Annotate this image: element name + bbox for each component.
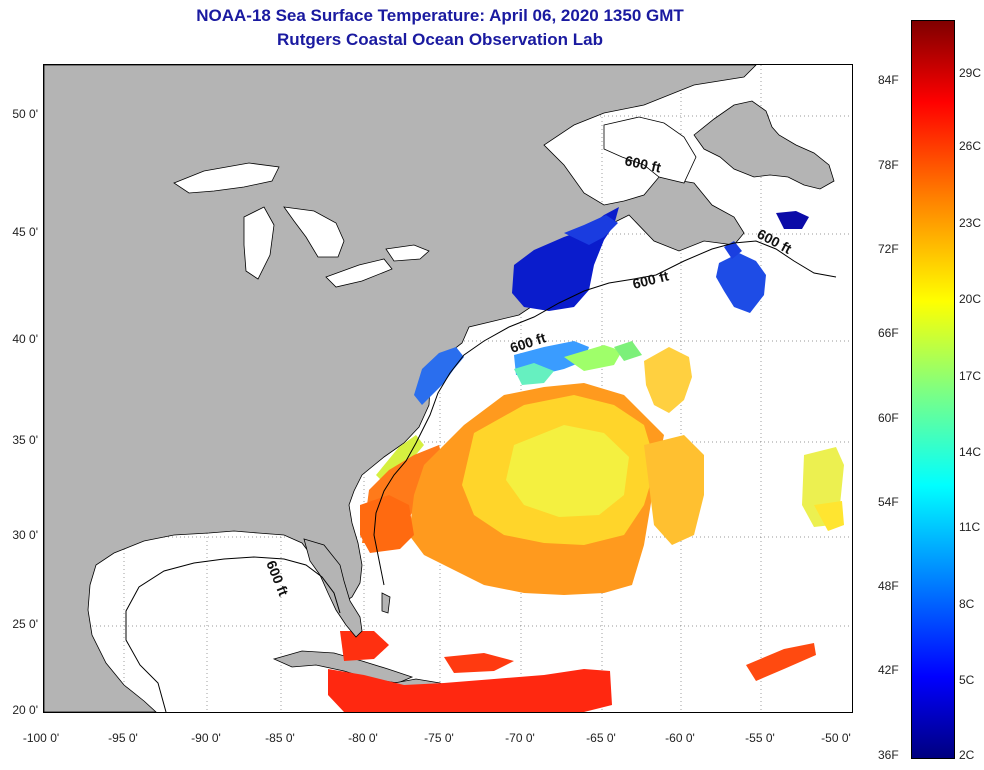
map-title: NOAA-18 Sea Surface Temperature: April 0… <box>196 6 684 25</box>
lon-label-55: -55 0' <box>745 731 775 745</box>
lat-label-35: 35 0' <box>12 433 38 447</box>
lat-label-25: 25 0' <box>12 617 38 631</box>
lat-label-20: 20 0' <box>12 703 38 717</box>
colorbar-c-14: 14C <box>959 445 982 459</box>
temperature-colorbar <box>911 20 955 759</box>
contour-label-600ft-north: 600 ft <box>623 152 662 175</box>
colorbar-f-72: 72F <box>878 242 899 256</box>
colorbar-c-5: 5C <box>959 673 975 687</box>
colorbar-c-20: 20C <box>959 292 982 306</box>
lon-label-60: -60 0' <box>665 731 695 745</box>
contour-label-600ft-grandbanks: 600 ft <box>755 226 795 257</box>
colorbar-c-17: 17C <box>959 369 982 383</box>
colorbar-f-84: 84F <box>878 73 899 87</box>
gulf-of-st-lawrence <box>603 116 697 184</box>
lon-label-85: -85 0' <box>265 731 295 745</box>
lon-label-75: -75 0' <box>424 731 454 745</box>
colorbar-f-78: 78F <box>878 158 899 172</box>
lon-label-65: -65 0' <box>586 731 616 745</box>
colorbar-c-8: 8C <box>959 597 975 611</box>
lat-label-50: 50 0' <box>12 107 38 121</box>
lon-label-50: -50 0' <box>821 731 851 745</box>
colorbar-f-42: 42F <box>878 663 899 677</box>
colorbar-f-66: 66F <box>878 326 899 340</box>
colorbar-c-11: 11C <box>959 520 981 534</box>
lon-label-100: -100 0' <box>22 731 60 745</box>
lat-label-40: 40 0' <box>12 332 38 346</box>
map-subtitle: Rutgers Coastal Ocean Observation Lab <box>277 30 603 49</box>
lon-label-80: -80 0' <box>348 731 378 745</box>
lat-label-45: 45 0' <box>12 225 38 239</box>
isobath-600ft-gulf <box>125 556 341 712</box>
colorbar-c-26: 26C <box>959 139 982 153</box>
newfoundland-land <box>693 100 835 190</box>
lat-label-30: 30 0' <box>12 528 38 542</box>
colorbar-f-36: 36F <box>878 748 899 762</box>
lon-label-95: -95 0' <box>108 731 138 745</box>
isobath-600ft <box>373 240 837 586</box>
lon-label-70: -70 0' <box>505 731 535 745</box>
colorbar-f-60: 60F <box>878 411 899 425</box>
colorbar-f-54: 54F <box>878 495 899 509</box>
sst-data <box>328 207 844 712</box>
sst-map[interactable]: 600 ft 600 ft 600 ft 600 ft 600 ft <box>43 64 853 713</box>
florida-land <box>303 538 363 638</box>
great-lakes <box>173 162 430 288</box>
colorbar-c-2: 2C <box>959 748 975 762</box>
contour-label-600ft-georges: 600 ft <box>631 267 671 291</box>
colorbar-c-23: 23C <box>959 216 982 230</box>
contour-label-600ft-gulf: 600 ft <box>263 558 292 598</box>
colorbar-c-29: 29C <box>959 66 982 80</box>
colorbar-f-48: 48F <box>878 579 899 593</box>
lon-label-90: -90 0' <box>191 731 221 745</box>
